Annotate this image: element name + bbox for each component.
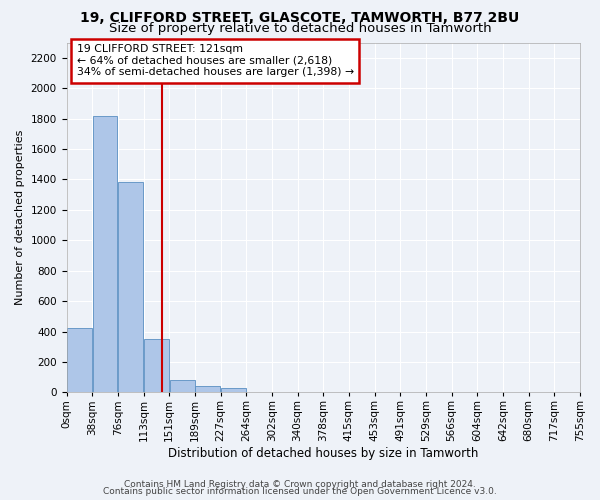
Y-axis label: Number of detached properties: Number of detached properties (15, 130, 25, 305)
Bar (144, 339, 169, 392)
Bar (195, 386, 220, 392)
Bar (170, 380, 194, 392)
Bar (118, 182, 143, 392)
Text: Size of property relative to detached houses in Tamworth: Size of property relative to detached ho… (109, 22, 491, 35)
Text: Contains HM Land Registry data © Crown copyright and database right 2024.: Contains HM Land Registry data © Crown c… (124, 480, 476, 489)
Bar (92, 116, 118, 392)
X-axis label: Distribution of detached houses by size in Tamworth: Distribution of detached houses by size … (168, 447, 478, 460)
Text: 19, CLIFFORD STREET, GLASCOTE, TAMWORTH, B77 2BU: 19, CLIFFORD STREET, GLASCOTE, TAMWORTH,… (80, 11, 520, 25)
Bar (221, 388, 246, 392)
Text: 19 CLIFFORD STREET: 121sqm
← 64% of detached houses are smaller (2,618)
34% of s: 19 CLIFFORD STREET: 121sqm ← 64% of deta… (77, 44, 354, 78)
Text: Contains public sector information licensed under the Open Government Licence v3: Contains public sector information licen… (103, 488, 497, 496)
Bar (67, 328, 92, 392)
